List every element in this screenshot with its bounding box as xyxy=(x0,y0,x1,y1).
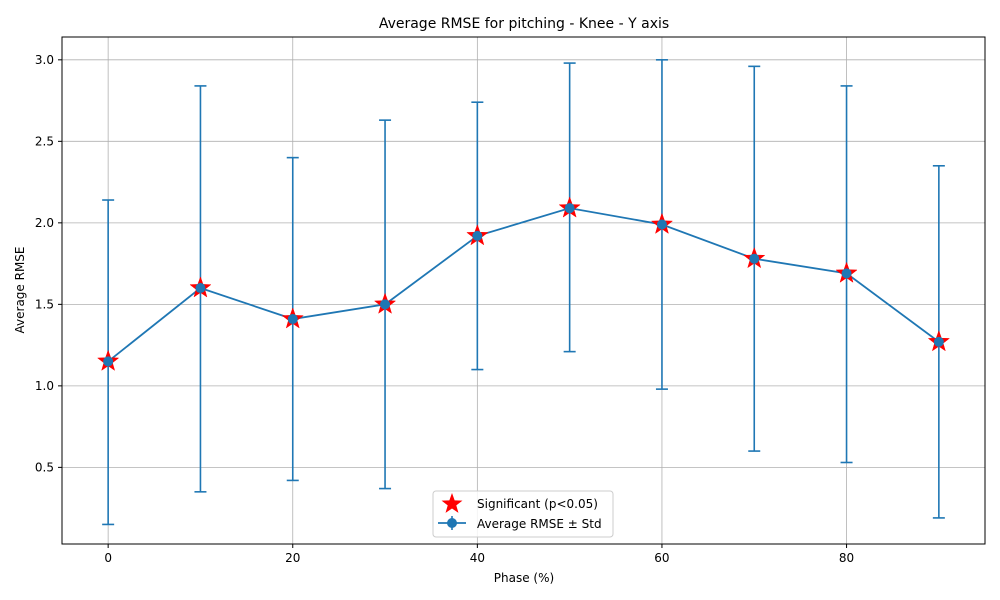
data-point xyxy=(472,230,483,241)
x-tick-label: 20 xyxy=(285,551,300,565)
legend-marker-significant xyxy=(441,493,463,513)
x-tick-label: 40 xyxy=(470,551,485,565)
series-layer xyxy=(96,59,951,526)
y-tick-label: 1.0 xyxy=(35,379,54,393)
y-tick-label: 2.0 xyxy=(35,216,54,230)
legend-point-icon xyxy=(447,518,457,528)
y-tick-label: 2.5 xyxy=(35,134,54,148)
legend-label-significant: Significant (p<0.05) xyxy=(477,497,598,511)
series-line xyxy=(107,207,940,363)
plot-frame xyxy=(61,36,986,545)
x-tick-label: 80 xyxy=(839,551,854,565)
legend-star-icon xyxy=(441,493,463,513)
legend-label-series: Average RMSE ± Std xyxy=(477,517,602,531)
x-tick-label: 0 xyxy=(104,551,112,565)
data-point xyxy=(380,299,391,310)
legend: Significant (p<0.05) Average RMSE ± Std xyxy=(432,490,614,538)
data-point xyxy=(103,356,114,367)
data-point xyxy=(656,219,667,230)
data-point xyxy=(195,283,206,294)
y-axis-label: Average RMSE xyxy=(13,247,27,334)
data-point xyxy=(841,268,852,279)
data-point xyxy=(287,314,298,325)
chart-title: Average RMSE for pitching - Knee - Y axi… xyxy=(379,16,669,32)
y-tick-label: 0.5 xyxy=(35,460,54,474)
y-tick-label: 1.5 xyxy=(35,297,54,311)
y-tick-label: 3.0 xyxy=(35,53,54,67)
data-point xyxy=(933,336,944,347)
x-tick-label: 60 xyxy=(654,551,669,565)
legend-marker-series xyxy=(438,516,466,530)
x-axis-label: Phase (%) xyxy=(494,571,554,585)
data-point xyxy=(564,203,575,214)
ticks: 0 20 40 60 80 0.5 1.0 1.5 2.0 2.5 3.0 xyxy=(35,53,854,565)
legend-box xyxy=(432,490,614,538)
data-point xyxy=(749,253,760,264)
